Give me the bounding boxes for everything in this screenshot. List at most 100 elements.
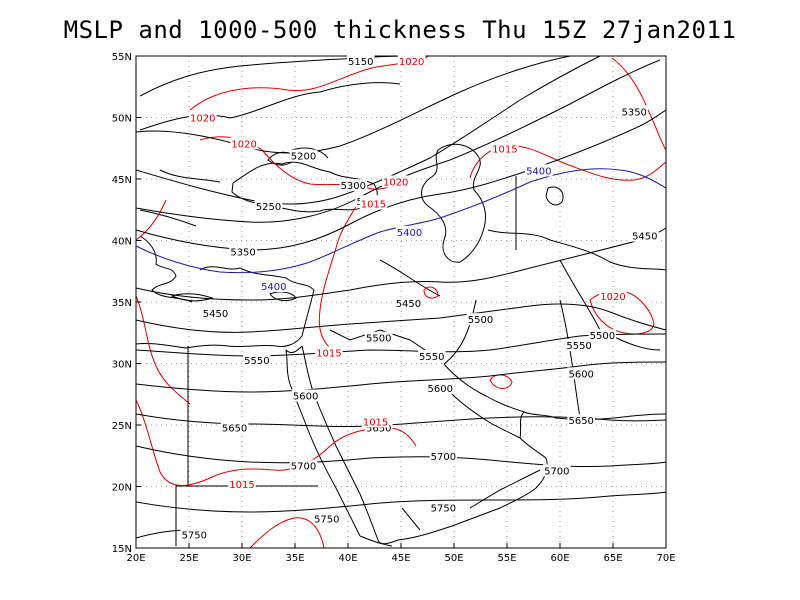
thickness-label: 5450 — [203, 309, 228, 320]
mslp-label: 1020 — [190, 114, 215, 125]
thickness-label: 5650 — [568, 416, 593, 427]
turkey-coast — [199, 266, 315, 291]
thickness-label: 5500 — [468, 315, 493, 326]
lon-tick-label: 25E — [179, 553, 198, 564]
mslp-label-bg — [315, 346, 343, 359]
thickness-label: 5450 — [632, 232, 657, 243]
persian-gulf-south — [451, 393, 525, 439]
isobar-low-iran — [489, 374, 513, 389]
azov-coast — [291, 147, 329, 159]
thickness-label-bg — [243, 353, 271, 366]
map-title: MSLP and 1000-500 thickness Thu 15Z 27ja… — [63, 16, 737, 44]
lat-tick-label: 20N — [112, 483, 132, 494]
thickness-label: 5700 — [431, 452, 456, 463]
lon-tick-label: 55E — [497, 553, 516, 564]
contour-5300 — [135, 59, 661, 223]
contour-5700 — [135, 445, 667, 468]
thickness-label: 5300 — [341, 181, 366, 192]
thickness-label: 5550 — [566, 341, 591, 352]
thickness-label-bg — [466, 313, 495, 326]
isobar-1015-turkey — [318, 199, 361, 349]
thickness-label: 5700 — [544, 467, 569, 478]
thickness-label-bg — [229, 245, 257, 258]
persian-gulf-north — [443, 363, 557, 419]
thickness-label: 5350 — [621, 107, 646, 118]
isobar-1020-nw — [135, 199, 167, 241]
egypt-libya-border — [175, 346, 189, 546]
contour-labels: 5150520052505300535053505350540054005400… — [180, 54, 659, 541]
mslp-label: 1015 — [229, 480, 254, 491]
europe-borders — [139, 82, 401, 227]
lat-tick-label: 40N — [112, 237, 132, 248]
thickness-label-bg — [291, 389, 320, 402]
mslp-label-bg — [361, 415, 390, 428]
lon-tick-label: 70E — [656, 553, 675, 564]
thickness-label-bg — [525, 164, 553, 177]
mslp-label-bg — [230, 137, 258, 150]
lat-tick-label: 45N — [112, 175, 132, 186]
mslp-label: 1020 — [399, 57, 424, 68]
aegean-coast — [139, 235, 193, 303]
thickness-label: 5400 — [526, 166, 551, 177]
isobar-low-casp — [423, 286, 439, 299]
thickness-label-bg — [289, 459, 318, 472]
lat-tick-label: 55N — [112, 52, 132, 63]
mslp-label: 1020 — [600, 292, 625, 303]
thickness-label-bg — [220, 421, 249, 434]
thickness-label: 5650 — [222, 423, 247, 434]
isobar-1015-mid — [135, 399, 417, 486]
thickness-label: 5700 — [291, 462, 316, 473]
horn-coast — [359, 535, 393, 547]
thickness-label-bg — [631, 229, 659, 242]
lon-tick-label: 20E — [126, 553, 145, 564]
thickness-label: 5600 — [427, 384, 452, 395]
lat-tick-label: 30N — [112, 360, 132, 371]
thickness-label-bg — [620, 105, 648, 118]
mslp-label-bg — [228, 478, 256, 491]
thickness-label-bg — [260, 280, 288, 293]
mslp-label-bg — [381, 175, 410, 188]
mslp-label-bg — [397, 54, 426, 67]
lon-tick-label: 60E — [550, 553, 569, 564]
thickness-label-bg — [567, 414, 595, 427]
thickness-label-bg — [254, 200, 283, 213]
contour-5600 — [135, 361, 667, 393]
thickness-label-bg — [313, 512, 341, 525]
thickness-label-bg — [588, 329, 617, 342]
saudi-borders — [329, 329, 541, 531]
thickness-label-bg — [543, 464, 571, 477]
levant-coast — [135, 289, 315, 349]
thickness-label: 5500 — [590, 331, 615, 342]
mslp-label: 1015 — [316, 348, 341, 359]
lon-tick-label: 40E — [338, 553, 357, 564]
thickness-label: 5600 — [293, 391, 318, 402]
thickness-label-bg — [180, 528, 209, 541]
mslp-label: 1015 — [363, 417, 388, 428]
thickness-label: 5550 — [244, 356, 269, 367]
thickness-label: 5450 — [396, 299, 421, 310]
sinai-coast — [285, 345, 303, 353]
thickness-label: 5150 — [348, 57, 373, 68]
thickness-label: 5400 — [261, 282, 286, 293]
thickness-label: 5650 — [366, 423, 391, 434]
lat-tick-label: 50N — [112, 114, 132, 125]
contour-5450 — [135, 227, 667, 301]
lon-tick-label: 65E — [603, 553, 622, 564]
thickness-5400 — [135, 168, 667, 274]
red-sea-east — [301, 345, 379, 541]
caspian-coast — [421, 143, 487, 263]
isobar-1015-west — [135, 295, 191, 405]
lon-tick-label: 30E — [232, 553, 251, 564]
contour-5400 — [135, 168, 667, 274]
thickness-label-bg — [565, 339, 593, 352]
thickness-label: 5600 — [568, 369, 593, 380]
contour-5150 — [139, 55, 421, 97]
thickness-label-bg — [394, 297, 423, 310]
contour-5500 — [135, 303, 667, 333]
mslp-label-bg — [188, 111, 217, 124]
mslp-label: 1015 — [492, 144, 517, 155]
red-sea-west — [285, 349, 361, 537]
mslp-label: 1020 — [231, 139, 256, 150]
thickness-label: 5750 — [182, 530, 207, 541]
